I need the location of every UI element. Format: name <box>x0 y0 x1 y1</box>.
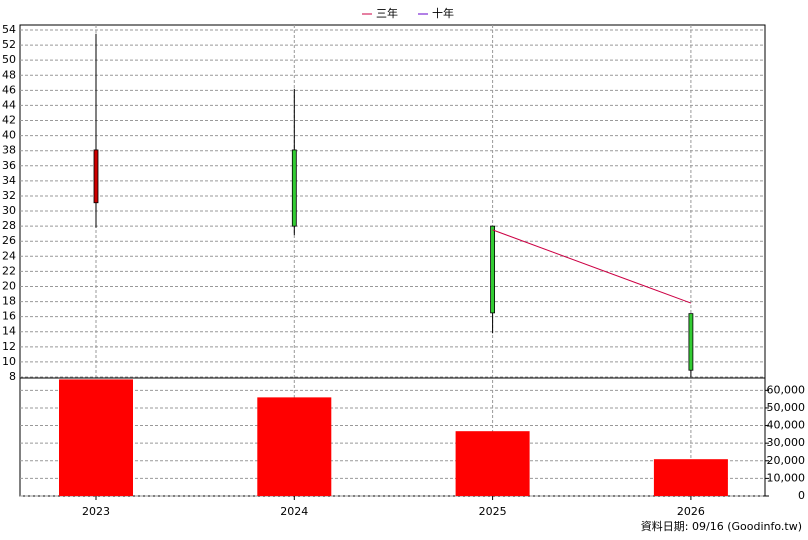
y-tick-label: 38 <box>2 144 16 157</box>
y2-tick-label: 20,000 <box>767 454 806 467</box>
bar <box>455 431 530 496</box>
legend-label: 十年 <box>432 6 454 20</box>
candle-body <box>291 149 297 227</box>
y2-tick-label: 40,000 <box>767 419 806 432</box>
y-tick-label: 24 <box>2 249 16 262</box>
y-tick-label: 8 <box>9 370 16 383</box>
x-tick-label: 2024 <box>280 505 308 518</box>
y2-tick-label: 60,000 <box>767 383 806 396</box>
y-tick-label: 14 <box>2 325 16 338</box>
y2-tick-label: 50,000 <box>767 401 806 414</box>
y-tick-label: 32 <box>2 189 16 202</box>
y2-tick-label: 30,000 <box>767 436 806 449</box>
y-tick-label: 16 <box>2 310 16 323</box>
y-tick-label: 36 <box>2 159 16 172</box>
y-tick-label: 12 <box>2 340 16 353</box>
y-tick-label: 54 <box>2 23 16 36</box>
bar <box>653 459 728 496</box>
y2-tick-label: 0 <box>798 489 805 502</box>
x-tick-label: 2026 <box>677 505 705 518</box>
y-tick-label: 50 <box>2 53 16 66</box>
footer: 資料日期: 09/16 (Goodinfo.tw) <box>641 519 802 533</box>
y-tick-label: 44 <box>2 98 16 111</box>
line-series <box>492 229 692 304</box>
bar <box>257 397 332 496</box>
y-tick-label: 46 <box>2 83 16 96</box>
y2-tick-label: 10,000 <box>767 471 806 484</box>
x-tick-label: 2023 <box>82 505 110 518</box>
y-tick-label: 10 <box>2 355 16 368</box>
y-tick-label: 48 <box>2 68 16 81</box>
candle-body <box>490 225 496 314</box>
y-tick-label: 30 <box>2 204 16 217</box>
y-tick-label: 52 <box>2 38 16 51</box>
y-tick-label: 18 <box>2 295 16 308</box>
candle-body <box>688 313 694 371</box>
y-tick-label: 26 <box>2 234 16 247</box>
legend-label: 三年 <box>376 6 398 20</box>
x-tick-label: 2025 <box>479 505 507 518</box>
y-tick-label: 20 <box>2 279 16 292</box>
y-tick-label: 28 <box>2 219 16 232</box>
y-tick-label: 22 <box>2 264 16 277</box>
y-tick-label: 34 <box>2 174 16 187</box>
y-tick-label: 40 <box>2 129 16 142</box>
bar <box>59 379 133 496</box>
candle-body <box>93 149 99 204</box>
y-tick-label: 42 <box>2 114 16 127</box>
